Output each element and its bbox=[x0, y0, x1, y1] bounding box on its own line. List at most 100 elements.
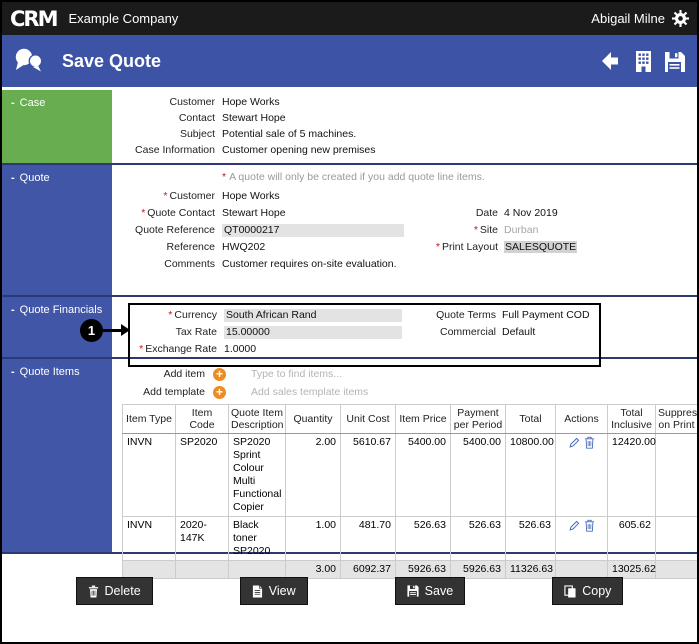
quote-reference-row: Quote Reference QT0000217 * Site Durban bbox=[112, 224, 697, 241]
item-type-cell: INVN bbox=[122, 433, 176, 517]
tax-rate-row: Tax Rate 15.00000 Commercial Default bbox=[130, 326, 599, 343]
field-label: * Customer bbox=[163, 190, 215, 202]
add-item-label: Add item bbox=[163, 368, 205, 380]
quote-section-title: Quote bbox=[19, 172, 50, 184]
currency-row: * Currency South African Rand Quote Terms… bbox=[130, 309, 599, 326]
quote-items-header[interactable]: - Quote Items bbox=[2, 359, 112, 552]
currency-input[interactable]: South African Rand bbox=[224, 309, 402, 322]
field-label: Subject bbox=[179, 128, 215, 140]
copy-button-label: Copy bbox=[582, 584, 612, 598]
case-section: - Case Customer Hope Works Contact Stewar… bbox=[2, 90, 697, 163]
date-value: 4 Nov 2019 bbox=[504, 207, 558, 219]
comments-value: Customer requires on-site evaluation. bbox=[222, 258, 397, 270]
collapse-icon: - bbox=[11, 366, 15, 378]
quote-contact-value: Stewart Hope bbox=[222, 207, 286, 219]
case-customer-value: Hope Works bbox=[222, 96, 280, 108]
actions-cell bbox=[555, 433, 608, 517]
case-contact-row: Contact Stewart Hope bbox=[112, 112, 697, 128]
gear-icon[interactable] bbox=[672, 10, 689, 27]
collapse-icon: - bbox=[11, 97, 15, 109]
quote-customer-value: Hope Works bbox=[222, 190, 280, 202]
save-button-label: Save bbox=[424, 584, 454, 598]
col-total-inclusive: Total Inclusive bbox=[607, 404, 656, 434]
view-button[interactable]: View bbox=[239, 577, 308, 605]
edit-pencil-icon[interactable] bbox=[568, 437, 580, 449]
col-item-code: Item Code bbox=[175, 404, 229, 434]
footer-button-bar: Delete View Save Copy bbox=[2, 552, 697, 642]
site-value: Durban bbox=[504, 224, 539, 236]
unit-cost-cell: 481.70 bbox=[340, 516, 396, 561]
quote-items-section: - Quote Items Add item + Type to find ite… bbox=[2, 359, 697, 579]
delete-trash-icon[interactable] bbox=[584, 436, 595, 449]
save-disk-icon[interactable] bbox=[664, 51, 685, 72]
user-name[interactable]: Abigail Milne bbox=[591, 11, 665, 26]
quote-terms-value: Full Payment COD bbox=[502, 309, 590, 321]
print-layout-select[interactable]: SALESQUOTE bbox=[504, 241, 578, 253]
quantity-cell: 2.00 bbox=[285, 433, 341, 517]
exchange-rate-row: * Exchange Rate 1.0000 bbox=[130, 343, 599, 360]
item-price-cell: 5400.00 bbox=[395, 433, 451, 517]
trash-icon bbox=[88, 585, 99, 598]
col-item-type: Item Type bbox=[122, 404, 176, 434]
quote-note: * A quote will only be created if you add… bbox=[112, 171, 697, 190]
totals-unit-cost: 6092.37 bbox=[340, 560, 396, 579]
add-template-input[interactable]: Add sales template items bbox=[251, 386, 369, 398]
commercial-value: Default bbox=[502, 326, 536, 338]
quote-section: - Quote * A quote will only be created if … bbox=[2, 165, 697, 295]
col-item-price: Item Price bbox=[395, 404, 451, 434]
delete-trash-icon[interactable] bbox=[584, 519, 595, 532]
case-subject-value: Potential sale of 5 machines. bbox=[222, 128, 357, 140]
col-quantity: Quantity bbox=[285, 404, 341, 434]
edit-pencil-icon[interactable] bbox=[568, 520, 580, 532]
col-total: Total bbox=[505, 404, 556, 434]
quote-items-title: Quote Items bbox=[19, 366, 80, 378]
collapse-icon: - bbox=[11, 304, 15, 316]
comments-row: Comments Customer requires on-site evalu… bbox=[112, 258, 697, 275]
document-icon bbox=[252, 585, 263, 598]
quote-reference-input[interactable]: QT0000217 bbox=[222, 224, 404, 237]
add-item-row: Add item + Type to find items... bbox=[112, 365, 697, 383]
copy-icon bbox=[564, 584, 576, 598]
back-arrow-icon[interactable] bbox=[601, 51, 623, 71]
add-item-plus-icon[interactable]: + bbox=[213, 367, 226, 381]
add-template-plus-icon[interactable]: + bbox=[213, 385, 226, 399]
table-header-row: Item Type Item Code Quote Item Descripti… bbox=[122, 404, 697, 434]
field-label: Quote Terms bbox=[436, 309, 496, 321]
save-icon bbox=[407, 585, 419, 597]
crm-logo: CRM bbox=[10, 6, 59, 31]
save-button[interactable]: Save bbox=[394, 577, 466, 605]
top-bar: CRM Example Company Abigail Milne bbox=[2, 2, 697, 35]
quote-contact-row: * Quote Contact Stewart Hope Date 4 Nov 2… bbox=[112, 207, 697, 224]
description-cell: SP2020 Sprint Colour Multi Functional Co… bbox=[228, 433, 286, 517]
field-label: Date bbox=[475, 207, 498, 219]
case-subject-row: Subject Potential sale of 5 machines. bbox=[112, 128, 697, 144]
table-row: INVN SP2020 SP2020 Sprint Colour Multi F… bbox=[122, 433, 697, 517]
field-label: Commercial bbox=[439, 326, 496, 338]
company-name: Example Company bbox=[68, 11, 179, 26]
unit-cost-cell: 5610.67 bbox=[340, 433, 396, 517]
field-label: * Print Layout bbox=[435, 241, 498, 253]
col-actions: Actions bbox=[555, 404, 608, 434]
col-description: Quote Item Description bbox=[228, 404, 286, 434]
quote-financials-title: Quote Financials bbox=[19, 304, 103, 316]
delete-button[interactable]: Delete bbox=[75, 577, 153, 605]
case-section-header[interactable]: - Case bbox=[2, 90, 112, 163]
quote-section-header[interactable]: - Quote bbox=[2, 165, 112, 295]
quote-note-text: A quote will only be created if you add … bbox=[229, 171, 485, 183]
field-label: Customer bbox=[169, 96, 215, 108]
company-building-icon[interactable] bbox=[635, 50, 652, 72]
item-code-cell: SP2020 bbox=[175, 433, 229, 517]
suppress-cell bbox=[655, 433, 697, 517]
payment-per-period-cell: 526.63 bbox=[450, 516, 506, 561]
tax-rate-input[interactable]: 15.00000 bbox=[224, 326, 402, 339]
quote-items-table: Item Type Item Code Quote Item Descripti… bbox=[122, 404, 697, 579]
field-label: Comments bbox=[164, 258, 215, 270]
find-items-input[interactable]: Type to find items... bbox=[251, 368, 343, 380]
callout-arrow-head bbox=[121, 324, 130, 336]
totals-total: 11326.63 bbox=[505, 560, 556, 579]
copy-button[interactable]: Copy bbox=[552, 577, 624, 605]
quote-financials-section: - Quote Financials 1 * Currency South Afri… bbox=[2, 297, 697, 367]
required-asterisk: * bbox=[222, 171, 227, 183]
total-cell: 10800.00 bbox=[505, 433, 556, 517]
case-contact-value: Stewart Hope bbox=[222, 112, 286, 124]
